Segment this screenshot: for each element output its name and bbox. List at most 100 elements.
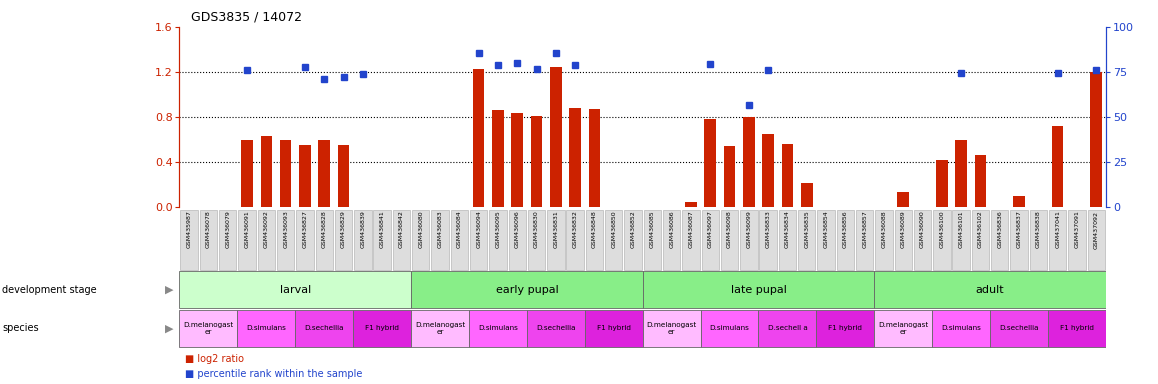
Bar — [241, 140, 252, 207]
Text: GSM436837: GSM436837 — [1017, 210, 1021, 248]
FancyBboxPatch shape — [914, 210, 931, 270]
Text: D.melanogast
er: D.melanogast er — [183, 322, 234, 334]
FancyBboxPatch shape — [720, 210, 738, 270]
Text: D.sechellia: D.sechellia — [999, 325, 1039, 331]
Bar — [782, 144, 793, 207]
FancyBboxPatch shape — [682, 210, 699, 270]
FancyBboxPatch shape — [702, 210, 719, 270]
Text: GSM436838: GSM436838 — [1036, 210, 1041, 248]
FancyBboxPatch shape — [585, 310, 643, 347]
FancyBboxPatch shape — [874, 310, 932, 347]
Text: GSM436830: GSM436830 — [534, 210, 538, 248]
Text: GSM436091: GSM436091 — [244, 210, 249, 248]
Text: ▶: ▶ — [166, 323, 174, 333]
Bar — [975, 156, 987, 207]
FancyBboxPatch shape — [566, 210, 584, 270]
Text: GSM436856: GSM436856 — [843, 210, 848, 248]
Text: GSM436852: GSM436852 — [631, 210, 636, 248]
FancyBboxPatch shape — [295, 310, 353, 347]
Bar — [686, 202, 697, 207]
Text: D.sechell a: D.sechell a — [768, 325, 807, 331]
Bar — [261, 136, 272, 207]
FancyBboxPatch shape — [469, 310, 527, 347]
FancyBboxPatch shape — [411, 310, 469, 347]
Bar — [724, 146, 735, 207]
FancyBboxPatch shape — [991, 210, 1009, 270]
Text: GSM436836: GSM436836 — [997, 210, 1002, 248]
Bar — [318, 140, 330, 207]
Bar — [704, 119, 716, 207]
Text: GSM436086: GSM436086 — [669, 210, 674, 248]
Text: GSM436096: GSM436096 — [515, 210, 520, 248]
Bar — [936, 160, 947, 207]
Text: GSM436095: GSM436095 — [496, 210, 500, 248]
Text: F1 hybrid: F1 hybrid — [365, 325, 400, 331]
FancyBboxPatch shape — [450, 210, 468, 270]
Text: GSM436085: GSM436085 — [650, 210, 654, 248]
Bar — [588, 109, 600, 207]
Bar — [1013, 196, 1025, 207]
FancyBboxPatch shape — [586, 210, 603, 270]
Text: GSM437092: GSM437092 — [1094, 210, 1099, 248]
FancyBboxPatch shape — [701, 310, 758, 347]
Text: species: species — [2, 323, 39, 333]
Text: GSM435987: GSM435987 — [186, 210, 191, 248]
Text: GSM436841: GSM436841 — [380, 210, 384, 248]
Bar — [299, 145, 310, 207]
Text: GSM436080: GSM436080 — [418, 210, 423, 248]
Text: GSM436098: GSM436098 — [727, 210, 732, 248]
FancyBboxPatch shape — [412, 210, 430, 270]
Text: early pupal: early pupal — [496, 285, 558, 295]
Bar — [550, 68, 562, 207]
FancyBboxPatch shape — [624, 210, 642, 270]
FancyBboxPatch shape — [335, 210, 352, 270]
Text: D.simulans: D.simulans — [247, 325, 286, 331]
Text: GSM436839: GSM436839 — [360, 210, 365, 248]
Text: GSM436828: GSM436828 — [322, 210, 327, 248]
FancyBboxPatch shape — [237, 310, 295, 347]
FancyBboxPatch shape — [952, 210, 969, 270]
FancyBboxPatch shape — [836, 210, 853, 270]
FancyBboxPatch shape — [528, 210, 545, 270]
FancyBboxPatch shape — [411, 271, 643, 308]
FancyBboxPatch shape — [239, 210, 256, 270]
FancyBboxPatch shape — [644, 210, 661, 270]
Text: GSM437041: GSM437041 — [1055, 210, 1060, 248]
Text: GSM436089: GSM436089 — [901, 210, 906, 248]
Text: F1 hybrid: F1 hybrid — [1060, 325, 1094, 331]
Text: GSM436854: GSM436854 — [823, 210, 828, 248]
Text: D.simulans: D.simulans — [478, 325, 518, 331]
Text: GSM437091: GSM437091 — [1075, 210, 1079, 248]
Text: GSM436827: GSM436827 — [302, 210, 307, 248]
FancyBboxPatch shape — [894, 210, 911, 270]
Text: GSM436101: GSM436101 — [959, 210, 963, 248]
Bar — [492, 110, 504, 207]
Bar — [801, 182, 813, 207]
Bar — [338, 145, 350, 207]
FancyBboxPatch shape — [200, 210, 218, 270]
Text: GSM436097: GSM436097 — [708, 210, 712, 248]
FancyBboxPatch shape — [508, 210, 526, 270]
Text: GSM436090: GSM436090 — [921, 210, 925, 248]
Text: ■ percentile rank within the sample: ■ percentile rank within the sample — [185, 369, 362, 379]
Text: GSM436835: GSM436835 — [805, 210, 809, 248]
Text: GSM436102: GSM436102 — [979, 210, 983, 248]
Text: adult: adult — [976, 285, 1004, 295]
Text: GSM436088: GSM436088 — [881, 210, 886, 248]
Text: late pupal: late pupal — [731, 285, 786, 295]
Text: development stage: development stage — [2, 285, 97, 295]
FancyBboxPatch shape — [972, 210, 989, 270]
FancyBboxPatch shape — [296, 210, 314, 270]
Text: GSM436084: GSM436084 — [457, 210, 462, 248]
Text: GSM436079: GSM436079 — [226, 210, 230, 248]
FancyBboxPatch shape — [527, 310, 585, 347]
FancyBboxPatch shape — [179, 271, 411, 308]
FancyBboxPatch shape — [373, 210, 391, 270]
Bar — [743, 117, 755, 207]
Text: GSM436833: GSM436833 — [765, 210, 770, 248]
Bar — [280, 140, 292, 207]
FancyBboxPatch shape — [662, 210, 680, 270]
FancyBboxPatch shape — [856, 210, 873, 270]
Bar — [1051, 126, 1063, 207]
FancyBboxPatch shape — [547, 210, 564, 270]
